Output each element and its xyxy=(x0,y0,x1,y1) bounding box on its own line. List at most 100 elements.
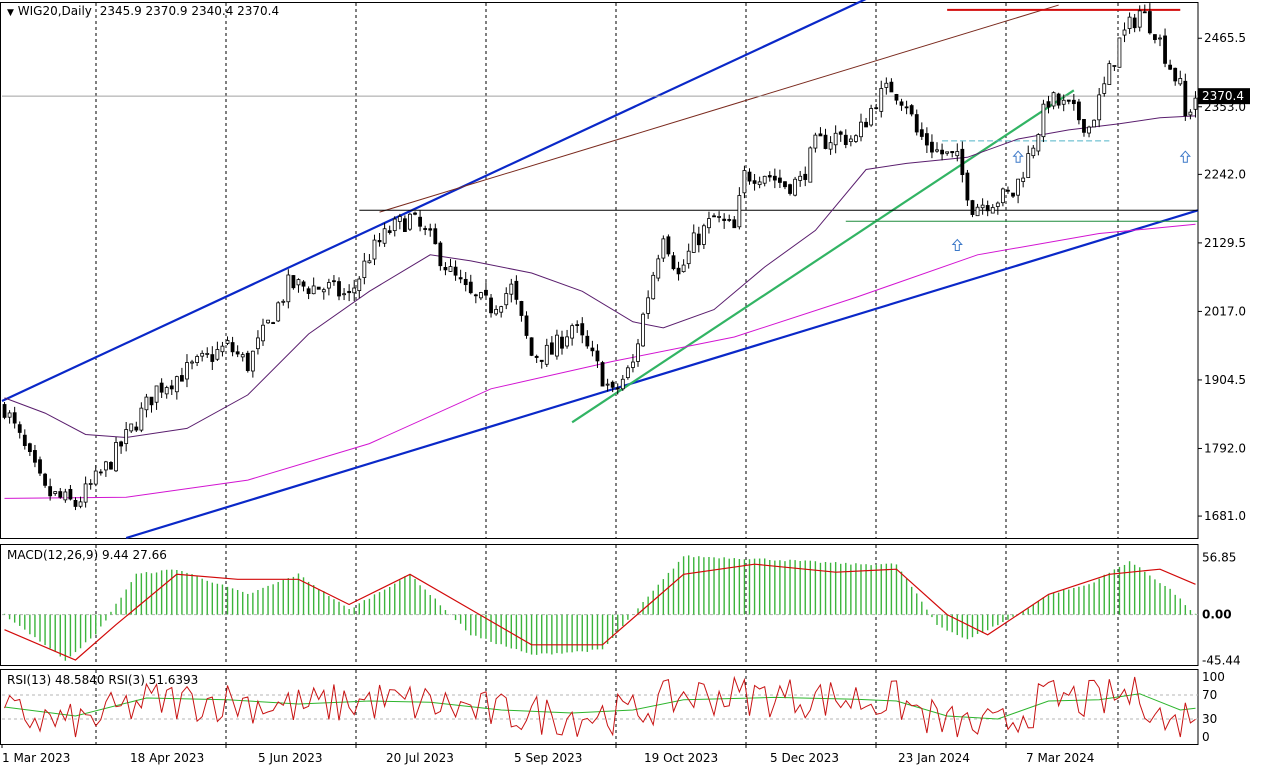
candle xyxy=(479,291,483,301)
candle xyxy=(185,354,189,388)
candle xyxy=(68,484,73,501)
candle xyxy=(555,329,559,360)
candle xyxy=(494,305,499,316)
bear-candle-body xyxy=(1147,11,1152,34)
candle xyxy=(1031,145,1036,159)
candle xyxy=(884,77,889,95)
candle xyxy=(610,380,615,393)
bull-candle-body xyxy=(83,483,88,503)
bear-candle-body xyxy=(1082,119,1086,133)
candle xyxy=(1137,5,1142,32)
candle xyxy=(600,360,605,387)
bear-candle-body xyxy=(722,218,727,221)
candle xyxy=(1016,178,1020,204)
bull-candle-body xyxy=(1000,188,1005,204)
bull-candle-body xyxy=(63,491,68,501)
bull-candle-body xyxy=(326,282,331,289)
candle xyxy=(230,336,235,357)
candle xyxy=(225,336,230,346)
candle xyxy=(12,406,17,429)
bear-candle-body xyxy=(534,355,539,358)
bear-candle-body xyxy=(712,215,716,218)
candle xyxy=(306,286,311,300)
rsi-13-line xyxy=(4,693,1196,720)
candle xyxy=(615,383,620,395)
bear-candle-body xyxy=(1153,34,1157,40)
bear-candle-body xyxy=(423,228,428,230)
bear-candle-body xyxy=(22,434,27,446)
candle xyxy=(833,125,838,154)
candle xyxy=(879,80,884,118)
candle xyxy=(874,103,879,110)
candle xyxy=(169,379,174,395)
candle xyxy=(377,232,382,247)
candle xyxy=(195,354,200,367)
bear-candle-body xyxy=(803,173,808,180)
bull-candle-body xyxy=(833,132,838,146)
up-arrow-icon xyxy=(1179,150,1191,163)
bear-candle-body xyxy=(889,81,894,93)
bull-candle-body xyxy=(1117,37,1122,68)
bull-candle-body xyxy=(651,274,656,300)
date-axis-label: 7 Mar 2024 xyxy=(1026,751,1094,765)
bull-candle-body xyxy=(144,396,149,411)
bear-candle-body xyxy=(489,297,493,314)
price-axis-label: 2017.0 xyxy=(1204,304,1246,318)
candle xyxy=(1061,94,1066,112)
candle xyxy=(326,278,331,296)
candle xyxy=(1122,22,1127,43)
bull-candle-body xyxy=(620,378,625,390)
candle xyxy=(1117,37,1122,68)
candle xyxy=(950,151,955,158)
candle xyxy=(620,375,625,391)
bull-candle-body xyxy=(686,250,691,265)
bull-candle-body xyxy=(154,385,159,403)
candle xyxy=(980,198,985,215)
candle xyxy=(423,225,428,236)
bear-candle-body xyxy=(271,322,276,325)
candle xyxy=(215,341,220,361)
candle xyxy=(357,276,362,299)
candle xyxy=(737,187,742,230)
symbol-title: WIG20,Daily xyxy=(17,4,92,18)
candle xyxy=(48,478,53,501)
candle xyxy=(458,269,463,284)
bear-candle-body xyxy=(159,382,164,393)
bull-candle-body xyxy=(499,306,504,313)
candle xyxy=(250,350,255,378)
rsi-panel-frame xyxy=(0,669,1199,745)
bear-candle-body xyxy=(914,114,919,133)
candle xyxy=(53,491,58,496)
dropdown-triangle-icon[interactable]: ▼ xyxy=(7,8,14,18)
candle xyxy=(235,345,240,358)
candle xyxy=(1000,187,1005,207)
rsi-3-line xyxy=(4,675,1196,738)
candle xyxy=(1173,67,1178,86)
candle xyxy=(484,282,488,298)
candle xyxy=(17,421,22,439)
bull-candle-body xyxy=(544,344,549,365)
bull-candle-body xyxy=(240,354,245,358)
candle xyxy=(489,293,493,318)
candle xyxy=(524,311,529,339)
bull-candle-body xyxy=(1087,126,1091,134)
candle xyxy=(22,429,27,450)
bear-candle-body xyxy=(1071,99,1076,105)
candle xyxy=(1011,192,1015,199)
main-panel-frame xyxy=(0,2,1199,539)
bull-candle-body xyxy=(813,134,818,149)
bear-candle-body xyxy=(524,315,529,336)
candle xyxy=(256,330,260,355)
bear-candle-body xyxy=(823,134,828,149)
bear-candle-body xyxy=(818,133,823,137)
candle xyxy=(798,170,803,187)
bear-candle-body xyxy=(1056,93,1061,106)
bull-candle-body xyxy=(1112,65,1117,67)
bull-candle-body xyxy=(509,283,514,295)
bear-candle-body xyxy=(950,151,955,154)
bear-candle-body xyxy=(732,219,737,229)
rsi-label: RSI(13) 48.5840 RSI(3) 51.6393 xyxy=(7,673,199,687)
candle xyxy=(291,274,296,290)
bear-candle-body xyxy=(1163,35,1167,64)
candle xyxy=(149,396,154,413)
